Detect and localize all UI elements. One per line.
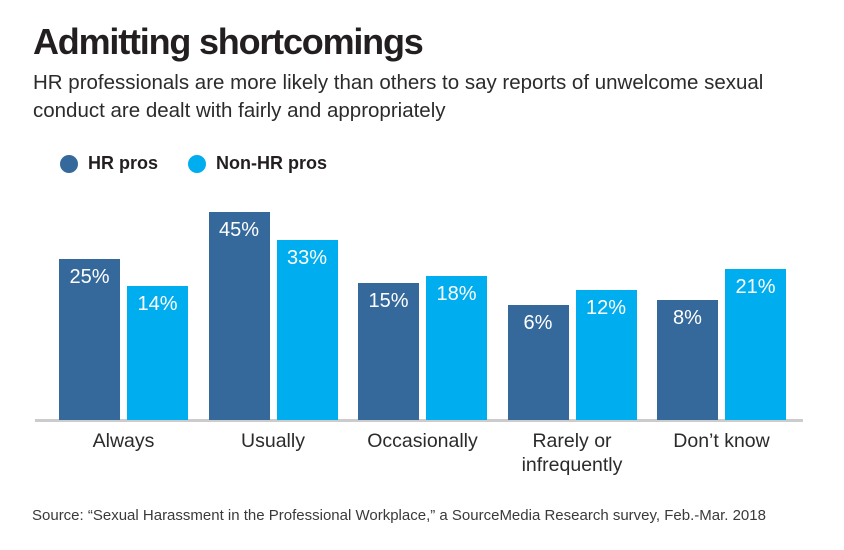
bar-hr-pros-rarely-or-infrequently: 6% — [507, 305, 569, 420]
legend-item-non-hr-pros: Non-HR pros — [188, 153, 327, 174]
category-label-occasionally: Occasionally — [367, 430, 478, 452]
bar-value-label: 8% — [673, 307, 702, 329]
category-label-rarely-or-infrequently: Rarely or infrequently — [521, 430, 623, 476]
bar-value-label: 14% — [137, 293, 178, 315]
legend-item-hr-pros: HR pros — [60, 153, 158, 174]
bar-non-hr-pros-rarely-or-infrequently: 12% — [575, 290, 637, 420]
category-label-don-t-know: Don’t know — [673, 430, 770, 452]
bar-hr-pros-occasionally: 15% — [358, 283, 419, 420]
source-note: Source: “Sexual Harassment in the Profes… — [32, 507, 766, 524]
bar-non-hr-pros-always: 14% — [127, 286, 188, 420]
legend-label: HR pros — [88, 153, 159, 173]
x-axis-baseline — [35, 419, 803, 422]
bar-value-label: 6% — [523, 312, 553, 334]
bar-value-label: 12% — [585, 297, 627, 319]
legend-dot-icon — [60, 154, 78, 173]
bar-non-hr-pros-occasionally: 18% — [426, 276, 487, 420]
bar-value-label: 45% — [218, 219, 260, 241]
bar-non-hr-pros-don-t-know: 21% — [725, 269, 786, 420]
legend: HR pros Non-HR pros — [60, 153, 327, 174]
bar-value-label: 18% — [436, 283, 477, 305]
bar-hr-pros-usually: 45% — [208, 212, 270, 420]
legend-dot-icon — [188, 154, 207, 173]
bar-value-label: 33% — [286, 247, 328, 269]
chart-subtitle: HR professionals are more likely than ot… — [33, 71, 764, 122]
legend-label: Non-HR pros — [216, 153, 328, 173]
category-label-usually: Usually — [241, 430, 305, 452]
chart-title: Admitting shortcomings — [33, 21, 424, 62]
bar-value-label: 21% — [735, 276, 776, 298]
bar-non-hr-pros-usually: 33% — [276, 240, 338, 420]
bar-hr-pros-don-t-know: 8% — [657, 300, 718, 420]
bar-value-label: 25% — [69, 266, 110, 288]
bar-hr-pros-always: 25% — [59, 259, 120, 420]
category-label-always: Always — [92, 430, 155, 452]
bar-value-label: 15% — [368, 290, 409, 312]
